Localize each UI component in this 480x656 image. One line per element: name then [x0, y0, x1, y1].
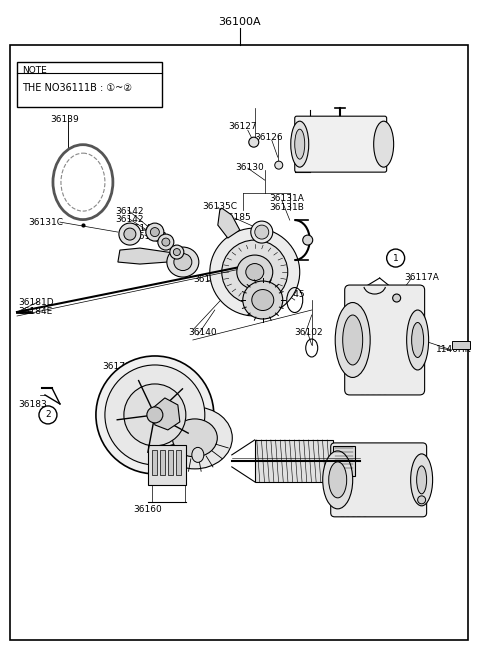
Ellipse shape: [174, 254, 192, 270]
Bar: [333, 446, 355, 476]
Text: 36162: 36162: [133, 435, 161, 444]
Text: 1: 1: [393, 254, 398, 262]
Ellipse shape: [417, 466, 427, 494]
Ellipse shape: [411, 454, 432, 506]
Text: 1140HK: 1140HK: [436, 345, 471, 354]
Text: 36185: 36185: [222, 213, 251, 222]
Ellipse shape: [237, 255, 273, 289]
Text: 36163: 36163: [175, 435, 204, 444]
Ellipse shape: [170, 245, 184, 259]
Ellipse shape: [146, 223, 164, 241]
Text: THE NO36111B : ①~②: THE NO36111B : ①~②: [22, 83, 132, 93]
Ellipse shape: [418, 496, 426, 504]
Bar: [452, 341, 469, 349]
Bar: [168, 450, 173, 475]
FancyBboxPatch shape: [295, 116, 387, 172]
Text: 36146A: 36146A: [267, 472, 301, 481]
Text: 36110: 36110: [360, 388, 388, 397]
Text: 36164: 36164: [133, 444, 161, 453]
Ellipse shape: [119, 223, 141, 245]
Ellipse shape: [210, 228, 300, 316]
Polygon shape: [218, 208, 240, 238]
Text: 36127: 36127: [228, 122, 256, 131]
Ellipse shape: [173, 249, 180, 256]
Polygon shape: [118, 248, 195, 264]
Text: 36120: 36120: [313, 118, 341, 127]
FancyBboxPatch shape: [331, 443, 427, 517]
Text: 36150: 36150: [340, 510, 369, 519]
Ellipse shape: [157, 407, 232, 469]
Ellipse shape: [249, 137, 259, 147]
Ellipse shape: [323, 451, 353, 509]
Ellipse shape: [291, 121, 309, 167]
FancyBboxPatch shape: [345, 285, 425, 395]
Ellipse shape: [275, 161, 283, 169]
Text: 36135C: 36135C: [202, 202, 237, 211]
Text: 36102: 36102: [295, 328, 324, 337]
Text: 36139: 36139: [50, 115, 79, 124]
Text: 36181D: 36181D: [18, 298, 54, 307]
Ellipse shape: [343, 315, 363, 365]
Bar: [17, 62, 162, 107]
Ellipse shape: [222, 240, 288, 304]
Ellipse shape: [246, 264, 264, 281]
Bar: [160, 450, 165, 475]
Text: 36126: 36126: [255, 133, 283, 142]
Bar: [255, 440, 333, 482]
Text: 36137B: 36137B: [193, 275, 228, 284]
Ellipse shape: [158, 234, 174, 250]
Text: 36100A: 36100A: [218, 17, 261, 28]
Ellipse shape: [407, 310, 429, 370]
Ellipse shape: [147, 407, 163, 423]
Text: 36131A: 36131A: [270, 194, 305, 203]
Text: 36155: 36155: [123, 424, 152, 433]
Ellipse shape: [252, 289, 274, 310]
Ellipse shape: [295, 129, 305, 159]
Text: 36140: 36140: [188, 328, 216, 337]
Text: 36184E: 36184E: [18, 307, 52, 316]
Text: 36117A: 36117A: [405, 273, 440, 282]
Text: 36170A: 36170A: [148, 470, 183, 479]
Text: NOTE: NOTE: [22, 66, 47, 75]
Ellipse shape: [150, 228, 159, 237]
Text: 36183: 36183: [18, 400, 47, 409]
Text: 36131C: 36131C: [28, 218, 63, 227]
Ellipse shape: [251, 221, 273, 243]
Text: 36142: 36142: [115, 215, 144, 224]
Text: 36145: 36145: [277, 290, 305, 299]
Ellipse shape: [167, 247, 199, 277]
Text: 36142: 36142: [128, 224, 156, 233]
Ellipse shape: [373, 121, 394, 167]
Text: 36170: 36170: [102, 362, 131, 371]
Ellipse shape: [172, 419, 217, 457]
Ellipse shape: [412, 323, 424, 358]
Ellipse shape: [192, 447, 204, 462]
Ellipse shape: [124, 228, 136, 240]
Ellipse shape: [162, 238, 170, 246]
Ellipse shape: [393, 294, 401, 302]
Ellipse shape: [303, 235, 313, 245]
Ellipse shape: [255, 225, 269, 239]
Bar: [152, 450, 157, 475]
Text: 36143A: 36143A: [133, 232, 168, 241]
Ellipse shape: [124, 384, 186, 446]
Polygon shape: [153, 398, 180, 430]
Ellipse shape: [105, 365, 205, 465]
Bar: [148, 445, 186, 485]
Text: 36131B: 36131B: [270, 203, 305, 212]
Text: 36142: 36142: [115, 207, 144, 216]
Text: 2: 2: [45, 411, 51, 419]
Bar: [176, 450, 181, 475]
Ellipse shape: [243, 281, 283, 319]
Ellipse shape: [335, 302, 370, 377]
Text: 36160: 36160: [133, 505, 162, 514]
Ellipse shape: [96, 356, 214, 474]
Text: 36130: 36130: [235, 163, 264, 172]
Ellipse shape: [329, 462, 347, 498]
